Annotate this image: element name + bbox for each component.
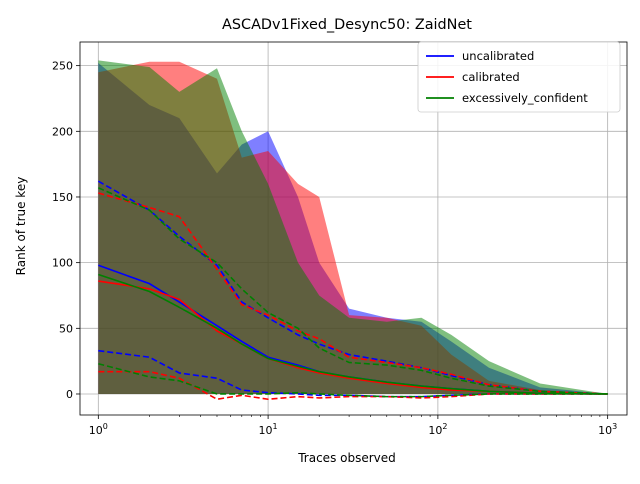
legend-label-calibrated: calibrated xyxy=(462,70,520,84)
lower-dashed-excessively_confident xyxy=(98,363,608,398)
y-tick-label: 150 xyxy=(52,191,73,204)
y-tick-label: 0 xyxy=(66,388,73,401)
legend: uncalibrated calibrated excessively_confid… xyxy=(417,41,621,113)
confidence-bands xyxy=(98,60,608,394)
x-tick-label: 100 xyxy=(89,422,108,437)
legend-label-uncalibrated: uncalibrated xyxy=(462,49,534,63)
x-tick-label: 102 xyxy=(428,422,447,437)
lower-dashed-uncalibrated xyxy=(98,349,608,398)
plot-frame xyxy=(79,41,628,416)
y-tick-label: 250 xyxy=(52,60,73,73)
upper-dashed-calibrated xyxy=(98,192,608,395)
x-axis-label: Traces observed xyxy=(297,451,396,465)
mean-line-excessively_confident xyxy=(98,273,608,395)
y-tick-label: 200 xyxy=(52,125,73,138)
lower-dashed-calibrated xyxy=(98,370,608,401)
x-tick-label: 103 xyxy=(598,422,617,437)
x-tick-label: 101 xyxy=(259,422,278,437)
upper-dashed-excessively_confident xyxy=(97,187,608,395)
legend-box xyxy=(417,41,621,113)
y-tick-label: 50 xyxy=(59,322,73,335)
series-lines xyxy=(97,180,608,401)
y-tick-label: 100 xyxy=(52,257,73,270)
band-excessively_confident xyxy=(98,60,608,394)
axes: 100 101 102 103 0 50 100 150 200 250 xyxy=(52,41,628,437)
y-axis-label: Rank of true key xyxy=(14,177,28,276)
legend-label-excessively_confident: excessively_confident xyxy=(462,91,588,105)
chart-title: ASCADv1Fixed_Desync50: ZaidNet xyxy=(222,17,472,33)
